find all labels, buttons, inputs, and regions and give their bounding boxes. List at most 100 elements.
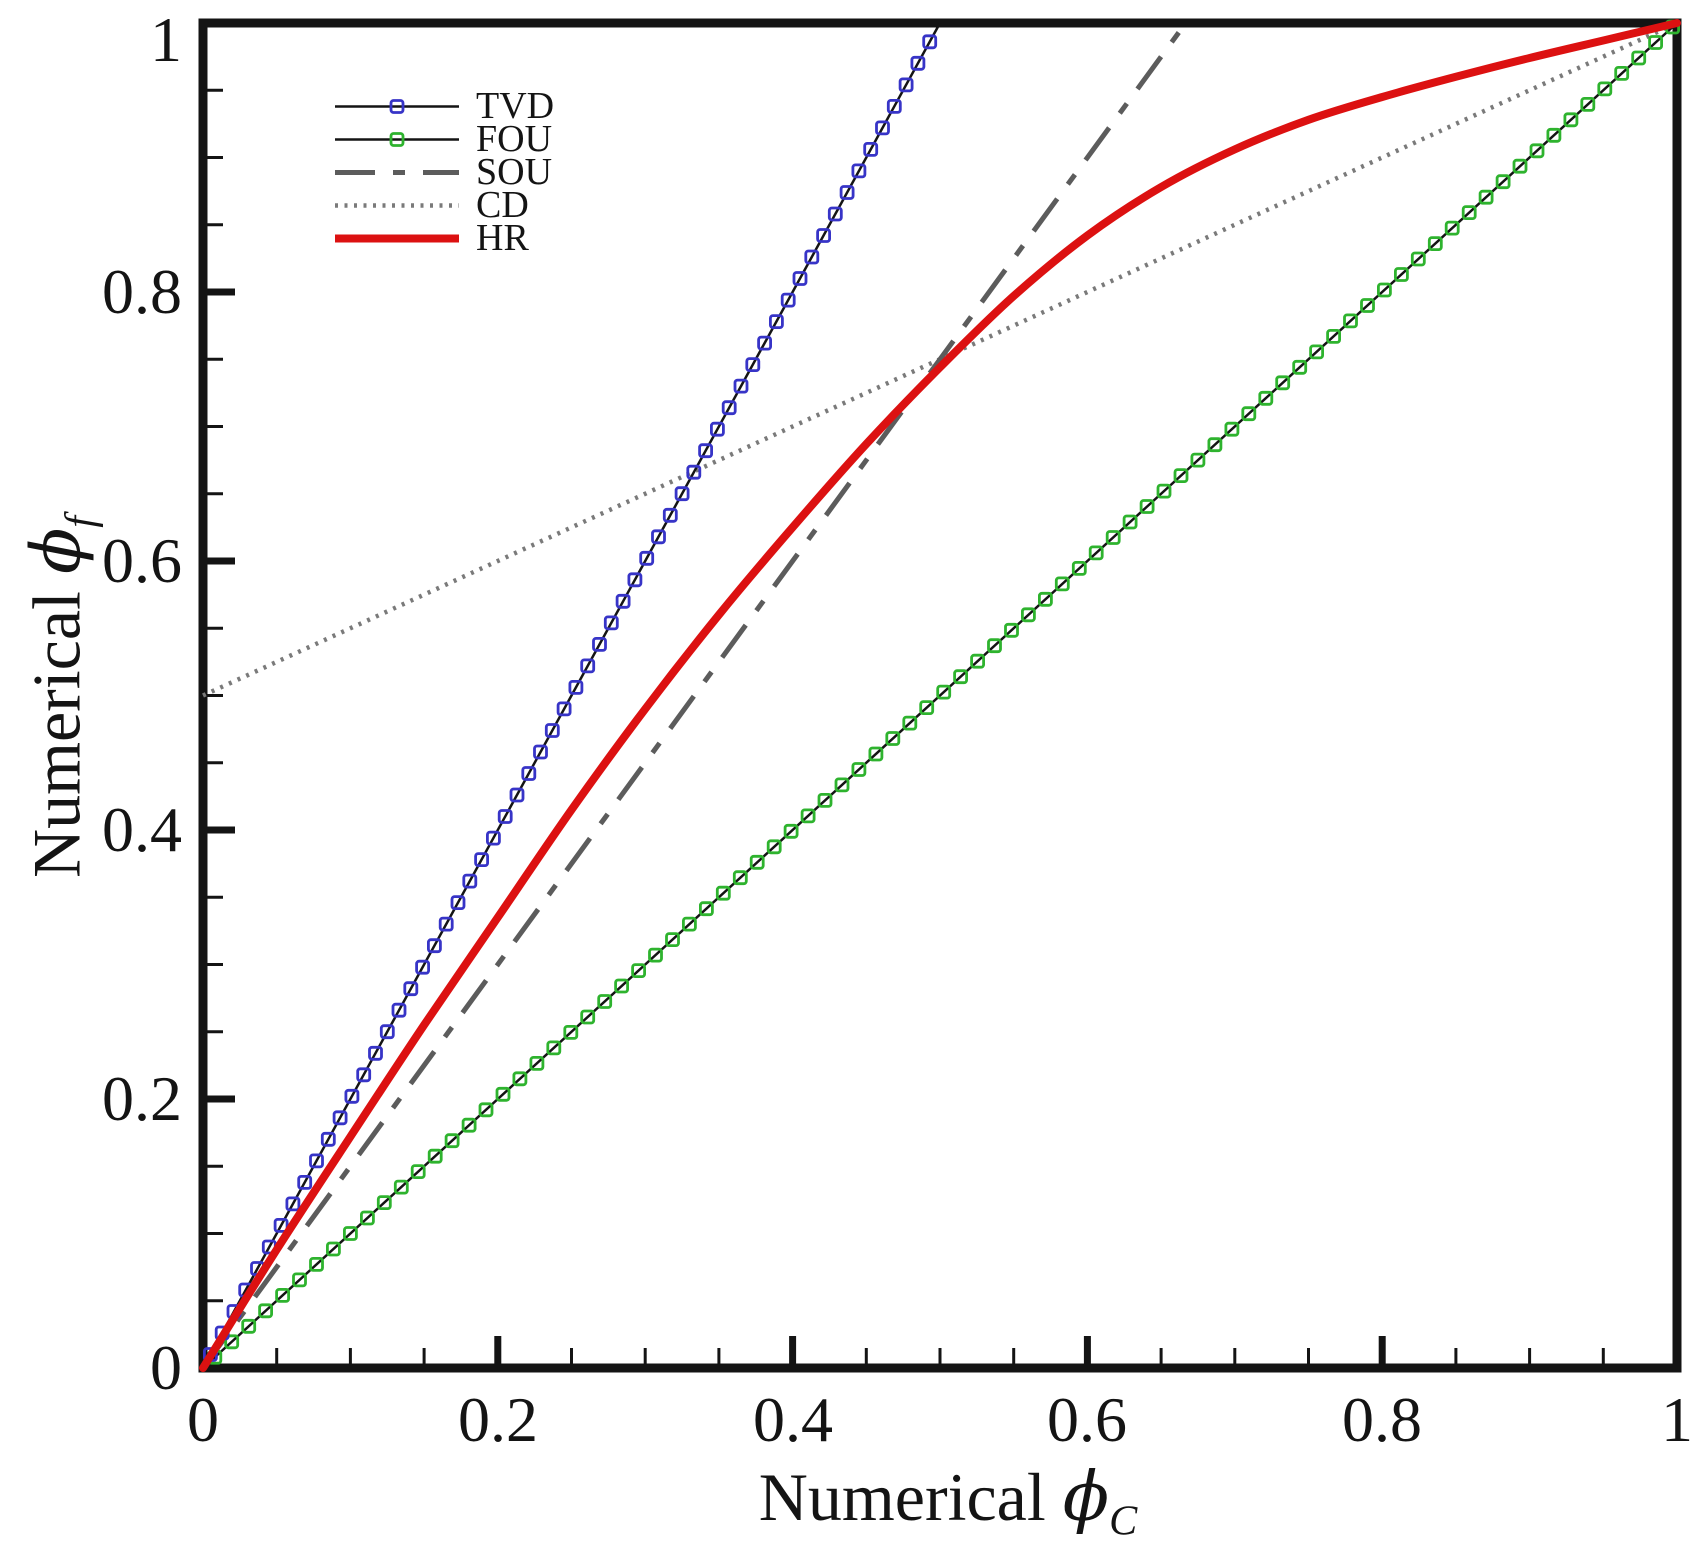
- y-axis-label: Numerical ϕf: [17, 516, 105, 879]
- marker-fou: [1495, 174, 1511, 190]
- y-axis-label-text: Numerical: [18, 591, 95, 879]
- marker-fou: [1410, 251, 1426, 267]
- marker-fou: [1478, 189, 1494, 205]
- marker-tvd: [686, 464, 702, 480]
- marker-tvd: [592, 637, 607, 652]
- x-tick-label-1: 1: [1661, 1384, 1693, 1455]
- legend-label: FOU: [476, 118, 553, 160]
- marker-fou: [682, 916, 697, 932]
- marker-tvd: [450, 895, 466, 910]
- marker-fou: [1105, 530, 1121, 545]
- marker-fou: [292, 1272, 307, 1288]
- marker-fou: [1648, 35, 1663, 50]
- series-fou: [202, 19, 1680, 1369]
- legend-sample-sou-line: [335, 170, 459, 175]
- marker-tvd: [273, 1218, 289, 1233]
- marker-tvd: [474, 852, 490, 867]
- marker-fou: [1580, 97, 1596, 112]
- marker-fou: [1394, 267, 1409, 282]
- marker-fou: [1173, 468, 1189, 484]
- y-tick-label-0.6: 0.6: [102, 525, 182, 596]
- marker-fou: [631, 963, 646, 978]
- marker-tvd: [721, 400, 737, 416]
- marker-fou: [1512, 158, 1528, 174]
- marker-tvd: [580, 658, 596, 674]
- marker-fou: [1597, 81, 1613, 97]
- marker-tvd: [674, 486, 690, 502]
- marker-fou: [325, 1241, 341, 1257]
- marker-fou: [1071, 561, 1087, 576]
- marker-fou: [1275, 375, 1291, 391]
- marker-fou: [1377, 282, 1392, 298]
- marker-tvd: [627, 572, 643, 588]
- y-tick-label-0: 0: [150, 1332, 182, 1403]
- marker-fou: [987, 638, 1002, 654]
- marker-fou: [902, 715, 918, 731]
- legend: TVD FOU SOU CD HR: [333, 85, 555, 257]
- marker-fou: [1190, 452, 1206, 468]
- marker-fou: [376, 1195, 392, 1210]
- marker-fou: [241, 1318, 257, 1334]
- marker-tvd: [497, 809, 513, 824]
- marker-tvd: [438, 916, 454, 932]
- marker-fou: [1021, 607, 1036, 623]
- y-tick-label-1: 1: [150, 4, 182, 75]
- marker-fou: [1258, 390, 1274, 406]
- marker-tvd: [910, 55, 926, 71]
- marker-tvd: [403, 981, 419, 997]
- marker-tvd: [533, 744, 548, 760]
- marker-fou: [512, 1071, 528, 1087]
- marker-tvd: [922, 34, 938, 50]
- y-tick-label-0.8: 0.8: [102, 256, 182, 327]
- marker-fou: [546, 1040, 562, 1056]
- marker-tvd: [568, 680, 584, 695]
- marker-fou: [732, 870, 748, 886]
- marker-fou: [224, 1334, 240, 1350]
- legend-label: SOU: [476, 151, 553, 193]
- legend-item-hr: HR: [333, 219, 554, 257]
- marker-fou: [1004, 622, 1019, 638]
- marker-tvd: [745, 357, 761, 373]
- marker-fou: [665, 932, 680, 947]
- marker-fou: [1224, 421, 1240, 437]
- marker-fou: [783, 823, 799, 839]
- legend-marker-fou: [389, 132, 405, 147]
- marker-fou: [1529, 143, 1545, 159]
- legend-item-sou: SOU: [333, 151, 554, 193]
- marker-fou: [1563, 112, 1579, 128]
- marker-tvd: [698, 443, 713, 459]
- marker-fou: [427, 1148, 443, 1164]
- marker-tvd: [426, 938, 442, 954]
- x-tick-label-0.8: 0.8: [1342, 1384, 1422, 1455]
- marker-tvd: [733, 378, 749, 394]
- phi-symbol: ϕ: [17, 527, 97, 575]
- x-tick-label-0: 0: [187, 1384, 219, 1455]
- marker-tvd: [757, 335, 772, 351]
- marker-tvd: [603, 615, 619, 631]
- series-sou: [200, 21, 1188, 1370]
- marker-tvd: [710, 421, 725, 437]
- marker-fou: [1309, 344, 1324, 360]
- marker-fou: [1326, 328, 1341, 344]
- marker-tvd: [863, 141, 879, 157]
- marker-tvd: [662, 507, 678, 523]
- marker-fou: [359, 1210, 375, 1226]
- marker-tvd: [297, 1175, 313, 1190]
- marker-tvd: [462, 873, 478, 889]
- x-axis-label-subscript: C: [1109, 1497, 1138, 1545]
- marker-fou: [597, 994, 613, 1009]
- marker-fou: [393, 1179, 409, 1195]
- legend-sample-tvd-line: [335, 99, 459, 114]
- marker-fou: [749, 854, 765, 870]
- marker-fou: [1156, 483, 1172, 499]
- marker-fou: [1360, 298, 1375, 313]
- marker-tvd: [320, 1131, 336, 1147]
- marker-fou: [817, 793, 833, 808]
- marker-fou: [885, 731, 901, 746]
- marker-fou: [1207, 437, 1223, 453]
- marker-fou: [410, 1164, 426, 1179]
- marker-fou: [580, 1009, 596, 1025]
- legend-label: TVD: [476, 85, 555, 127]
